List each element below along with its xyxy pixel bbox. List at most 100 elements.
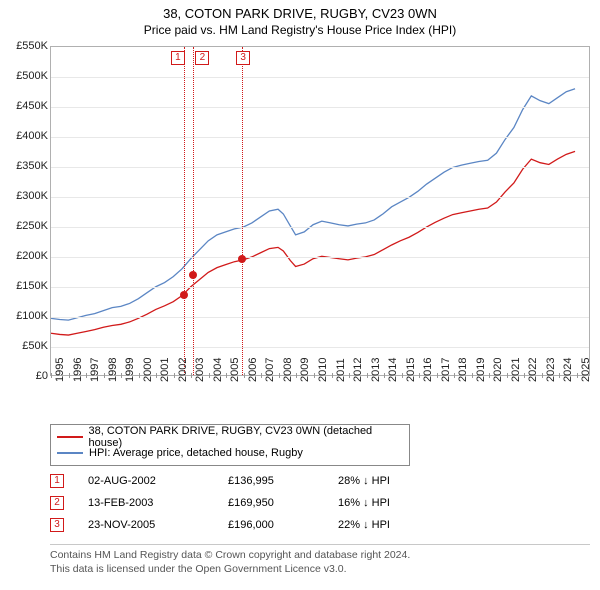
x-axis-label: 2009 — [299, 358, 311, 382]
sale-date: 23-NOV-2005 — [88, 519, 228, 531]
sale-marker-line — [242, 47, 243, 375]
x-axis-label: 2023 — [545, 358, 557, 382]
y-axis-label: £250K — [2, 220, 48, 232]
x-axis-label: 2012 — [352, 358, 364, 382]
x-axis-label: 2011 — [335, 358, 347, 382]
footer-line1: Contains HM Land Registry data © Crown c… — [50, 549, 590, 563]
x-axis-label: 2017 — [440, 358, 452, 382]
x-tick — [104, 373, 105, 378]
x-tick — [209, 373, 210, 378]
x-axis-label: 2016 — [422, 358, 434, 382]
y-axis-label: £350K — [2, 160, 48, 172]
x-tick — [402, 373, 403, 378]
x-tick — [472, 373, 473, 378]
x-tick — [69, 373, 70, 378]
sale-marker-dot — [238, 255, 246, 263]
x-axis-label: 1996 — [72, 358, 84, 382]
y-axis-label: £550K — [2, 40, 48, 52]
x-tick — [296, 373, 297, 378]
x-axis-label: 2019 — [475, 358, 487, 382]
x-axis-label: 2015 — [405, 358, 417, 382]
x-axis-label: 2022 — [527, 358, 539, 382]
x-axis-label: 2025 — [580, 358, 592, 382]
sale-row-flag: 2 — [50, 496, 64, 510]
x-axis-label: 1997 — [89, 358, 101, 382]
y-axis-label: £0 — [2, 370, 48, 382]
y-gridline — [51, 287, 589, 288]
series-hpi — [51, 89, 575, 320]
y-axis-label: £450K — [2, 100, 48, 112]
series-property — [51, 151, 575, 335]
y-gridline — [51, 77, 589, 78]
y-axis-label: £500K — [2, 70, 48, 82]
legend: 38, COTON PARK DRIVE, RUGBY, CV23 0WN (d… — [50, 424, 410, 466]
x-axis-label: 1999 — [124, 358, 136, 382]
y-axis-label: £100K — [2, 310, 48, 322]
sale-row-flag: 3 — [50, 518, 64, 532]
sale-marker-line — [193, 47, 194, 375]
x-tick — [559, 373, 560, 378]
y-gridline — [51, 197, 589, 198]
x-axis-label: 2007 — [264, 358, 276, 382]
sale-marker-dot — [180, 291, 188, 299]
sale-date: 02-AUG-2002 — [88, 475, 228, 487]
x-axis-label: 2001 — [159, 358, 171, 382]
x-tick — [454, 373, 455, 378]
sale-marker-dot — [189, 271, 197, 279]
sale-marker-line — [184, 47, 185, 375]
sale-price: £196,000 — [228, 519, 338, 531]
x-tick — [577, 373, 578, 378]
sale-hpi-delta: 22% ↓ HPI — [338, 519, 458, 531]
x-tick — [86, 373, 87, 378]
sale-row-flag: 1 — [50, 474, 64, 488]
x-tick — [367, 373, 368, 378]
sale-flag-3: 3 — [236, 51, 250, 65]
x-axis-label: 2014 — [387, 358, 399, 382]
plot-wrap: £0£50K£100K£150K£200K£250K£300K£350K£400… — [0, 46, 600, 416]
sales-table: 1 02-AUG-2002£136,99528% ↓ HPI 2 13-FEB-200… — [50, 470, 458, 536]
y-gridline — [51, 317, 589, 318]
x-axis-label: 2018 — [457, 358, 469, 382]
x-tick — [437, 373, 438, 378]
legend-label: HPI: Average price, detached house, Rugb… — [89, 447, 303, 459]
footer: Contains HM Land Registry data © Crown c… — [50, 544, 590, 576]
sale-date: 13-FEB-2003 — [88, 497, 228, 509]
y-gridline — [51, 227, 589, 228]
y-gridline — [51, 167, 589, 168]
x-tick — [524, 373, 525, 378]
x-tick — [332, 373, 333, 378]
x-tick — [542, 373, 543, 378]
sale-row: 1 02-AUG-2002£136,99528% ↓ HPI — [50, 470, 458, 492]
x-tick — [279, 373, 280, 378]
legend-swatch — [57, 436, 83, 438]
y-gridline — [51, 257, 589, 258]
legend-swatch — [57, 452, 83, 454]
legend-row: 38, COTON PARK DRIVE, RUGBY, CV23 0WN (d… — [57, 429, 403, 445]
x-tick — [191, 373, 192, 378]
y-axis-label: £50K — [2, 340, 48, 352]
plot-area: 12 3 — [50, 46, 590, 376]
x-axis-label: 2005 — [229, 358, 241, 382]
legend-label: 38, COTON PARK DRIVE, RUGBY, CV23 0WN (d… — [89, 425, 403, 449]
sale-flag-1: 1 — [171, 51, 185, 65]
chart-svg — [51, 47, 589, 375]
x-axis-label: 2021 — [510, 358, 522, 382]
y-gridline — [51, 137, 589, 138]
sale-flag-2: 2 — [195, 51, 209, 65]
x-tick — [51, 373, 52, 378]
sale-price: £136,995 — [228, 475, 338, 487]
chart-title-line1: 38, COTON PARK DRIVE, RUGBY, CV23 0WN — [0, 0, 600, 21]
x-tick — [174, 373, 175, 378]
x-axis-label: 2003 — [194, 358, 206, 382]
sale-row: 213-FEB-2003£169,95016% ↓ HPI — [50, 492, 458, 514]
sale-hpi-delta: 28% ↓ HPI — [338, 475, 458, 487]
y-axis-label: £200K — [2, 250, 48, 262]
sale-row: 3 23-NOV-2005£196,00022% ↓ HPI — [50, 514, 458, 536]
sale-hpi-delta: 16% ↓ HPI — [338, 497, 458, 509]
x-tick — [121, 373, 122, 378]
x-tick — [419, 373, 420, 378]
x-axis-label: 1998 — [107, 358, 119, 382]
x-axis-label: 2020 — [492, 358, 504, 382]
footer-line2: This data is licensed under the Open Gov… — [50, 563, 590, 577]
x-tick — [349, 373, 350, 378]
